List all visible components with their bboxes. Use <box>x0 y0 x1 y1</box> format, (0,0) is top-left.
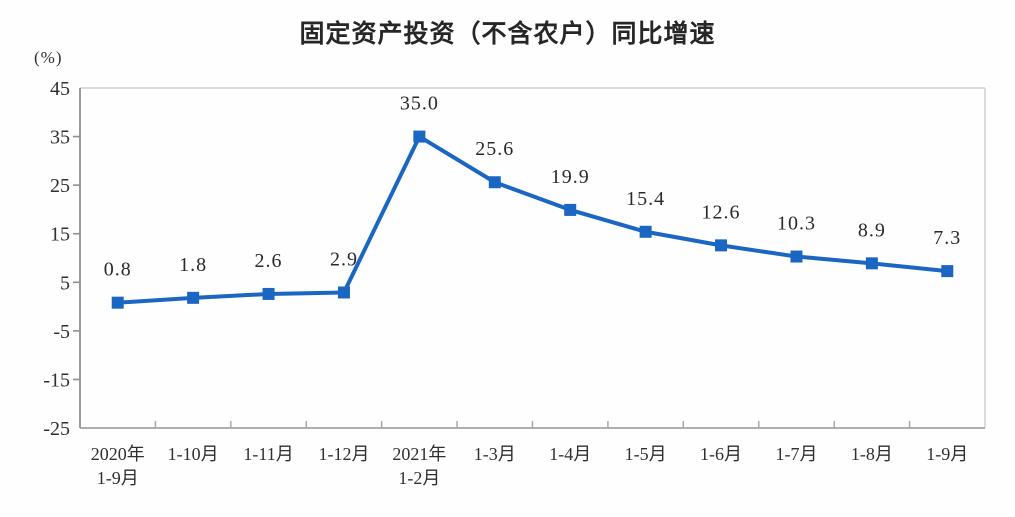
x-tick-label: 1-11月 <box>243 444 293 464</box>
data-point-label: 19.9 <box>551 166 590 188</box>
data-point-label: 12.6 <box>702 201 741 223</box>
y-axis-unit-label: (%) <box>34 48 63 67</box>
y-tick-label: 25 <box>50 175 70 197</box>
x-tick-label: 1-3月 <box>474 444 516 464</box>
y-tick-label: 45 <box>50 78 70 100</box>
data-point-label: 25.6 <box>475 138 514 160</box>
y-tick-label: 35 <box>50 127 70 149</box>
y-tick-label: 5 <box>60 272 70 294</box>
chart-title: 固定资产投资（不含农户）同比增速 <box>299 20 716 48</box>
series-line <box>115 134 950 305</box>
x-tick-label: 1-8月 <box>851 444 893 464</box>
y-tick-label: -15 <box>43 369 70 391</box>
data-point-marker <box>413 130 426 143</box>
data-point-marker <box>488 176 501 189</box>
data-point-label: 8.9 <box>858 219 886 241</box>
data-point-marker <box>639 225 652 238</box>
data-point-marker <box>337 286 350 299</box>
data-point-marker <box>790 250 803 263</box>
x-tick-label: 1-4月 <box>549 444 591 464</box>
data-point-marker <box>262 287 275 300</box>
data-point-marker <box>187 291 200 304</box>
data-point-label: 10.3 <box>777 213 816 235</box>
x-tick-label: 1-6月 <box>700 444 742 464</box>
x-tick-label: 1-10月 <box>168 444 219 464</box>
data-point-label: 1.8 <box>179 254 207 276</box>
x-tick-label: 2020年 1-9月 <box>91 444 145 488</box>
x-tick-label: 1-5月 <box>625 444 667 464</box>
data-point-marker <box>564 203 577 216</box>
x-tick-label: 2021年 1-2月 <box>392 444 446 488</box>
x-tick-label: 1-9月 <box>926 444 968 464</box>
data-point-marker <box>865 257 878 270</box>
data-point-marker <box>715 239 728 252</box>
x-tick-label: 1-12月 <box>318 444 369 464</box>
y-tick-label: -5 <box>53 321 70 343</box>
x-tick-label: 1-7月 <box>775 444 817 464</box>
data-point-label: 0.8 <box>104 259 132 281</box>
y-tick-label: 15 <box>50 224 70 246</box>
data-point-marker <box>111 296 124 309</box>
y-tick-label: -25 <box>43 418 70 440</box>
data-point-label: 35.0 <box>400 93 439 115</box>
data-point-label: 2.9 <box>330 248 358 270</box>
data-point-marker <box>941 265 954 278</box>
data-point-label: 15.4 <box>626 188 665 210</box>
data-point-label: 7.3 <box>933 227 961 249</box>
data-point-label: 2.6 <box>255 250 283 272</box>
